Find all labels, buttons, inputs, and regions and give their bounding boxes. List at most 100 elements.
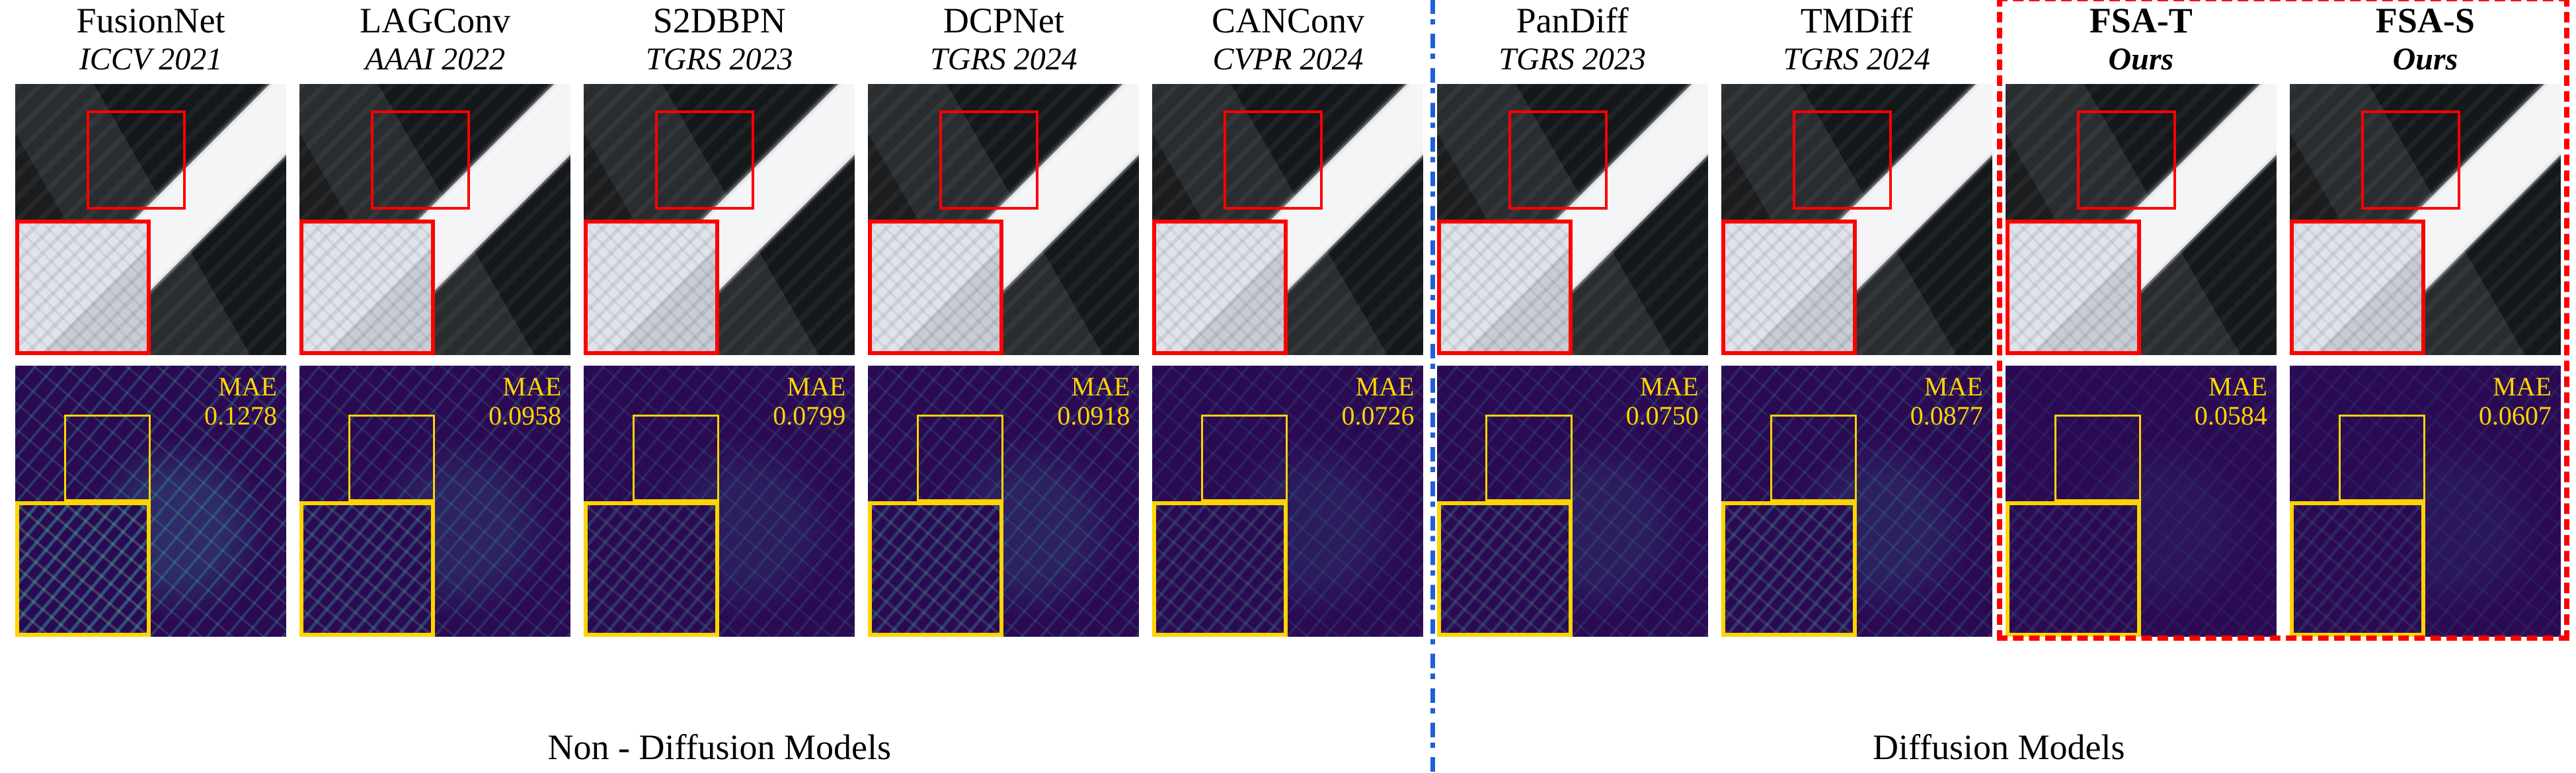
method-column: FusionNetICCV 2021 MAE0.1278	[13, 0, 288, 647]
error-roi-box	[633, 415, 719, 501]
error-map: MAE0.0584	[2006, 366, 2277, 637]
method-header: PanDiffTGRS 2023	[1499, 0, 1646, 84]
result-roi-box	[2361, 110, 2460, 210]
result-image	[1721, 84, 1992, 355]
error-map: MAE0.0726	[1152, 366, 1423, 637]
result-inset	[1152, 220, 1288, 355]
mae-label: MAE0.0750	[1626, 372, 1699, 430]
result-image	[1437, 84, 1708, 355]
error-roi-box	[2339, 415, 2425, 501]
method-venue: Ours	[2376, 41, 2475, 77]
method-header: S2DBPNTGRS 2023	[646, 0, 793, 84]
method-venue: CVPR 2024	[1212, 41, 1364, 77]
mae-label: MAE0.0958	[488, 372, 561, 430]
error-roi-box	[1770, 415, 1857, 501]
method-columns: FusionNetICCV 2021 MAE0.1278 LAGConvAAAI 2…	[0, 0, 2576, 647]
mae-label: MAE0.0918	[1057, 372, 1130, 430]
method-column: S2DBPNTGRS 2023 MAE0.0799	[582, 0, 857, 647]
mae-label: MAE0.0877	[1910, 372, 1983, 430]
result-inset	[1437, 220, 1573, 355]
result-image	[1152, 84, 1423, 355]
method-name: FSA-T	[2089, 0, 2193, 41]
group-divider	[1430, 0, 1435, 773]
error-roi-box	[2054, 415, 2141, 501]
mae-label: MAE0.0726	[1341, 372, 1414, 430]
error-inset	[1437, 501, 1573, 637]
group-labels-row: Non - Diffusion Models Diffusion Models	[0, 728, 2576, 768]
method-header: LAGConvAAAI 2022	[360, 0, 510, 84]
result-roi-box	[1508, 110, 1608, 210]
mae-label: MAE0.1278	[204, 372, 277, 430]
result-roi-box	[1224, 110, 1323, 210]
group-label-left: Non - Diffusion Models	[548, 727, 892, 768]
error-map: MAE0.0750	[1437, 366, 1708, 637]
result-inset	[584, 220, 719, 355]
result-image	[299, 84, 570, 355]
method-name: PanDiff	[1499, 0, 1646, 41]
method-header: FSA-TOurs	[2089, 0, 2193, 84]
method-header: CANConvCVPR 2024	[1212, 0, 1364, 84]
method-column: DCPNetTGRS 2024 MAE0.0918	[866, 0, 1141, 647]
method-header: FusionNetICCV 2021	[77, 0, 225, 84]
error-map: MAE0.1278	[15, 366, 286, 637]
method-name: DCPNet	[930, 0, 1077, 41]
error-inset	[2006, 501, 2141, 637]
error-map: MAE0.0958	[299, 366, 570, 637]
result-roi-box	[939, 110, 1038, 210]
method-venue: Ours	[2089, 41, 2193, 77]
error-inset	[299, 501, 435, 637]
result-inset	[15, 220, 151, 355]
error-roi-box	[1485, 415, 1572, 501]
method-venue: TGRS 2024	[1783, 41, 1930, 77]
group-label-right: Diffusion Models	[1873, 727, 2125, 768]
error-inset	[2290, 501, 2425, 637]
mae-label: MAE0.0607	[2479, 372, 2552, 430]
result-image	[2006, 84, 2277, 355]
method-venue: ICCV 2021	[77, 41, 225, 77]
result-roi-box	[655, 110, 754, 210]
result-inset	[2006, 220, 2141, 355]
method-column: FSA-SOurs MAE0.0607	[2288, 0, 2563, 647]
method-column: PanDiffTGRS 2023 MAE0.0750	[1435, 0, 1710, 647]
result-image	[15, 84, 286, 355]
result-roi-box	[2077, 110, 2176, 210]
error-map: MAE0.0918	[868, 366, 1139, 637]
method-venue: AAAI 2022	[360, 41, 510, 77]
method-venue: TGRS 2023	[1499, 41, 1646, 77]
method-column: TMDiffTGRS 2024 MAE0.0877	[1719, 0, 1994, 647]
error-map: MAE0.0799	[584, 366, 855, 637]
error-inset	[1721, 501, 1857, 637]
method-column: FSA-TOurs MAE0.0584	[2004, 0, 2279, 647]
method-name: CANConv	[1212, 0, 1364, 41]
method-name: FSA-S	[2376, 0, 2475, 41]
mae-label: MAE0.0799	[773, 372, 845, 430]
error-roi-box	[64, 415, 151, 501]
method-column: LAGConvAAAI 2022 MAE0.0958	[297, 0, 572, 647]
result-roi-box	[87, 110, 186, 210]
result-image	[584, 84, 855, 355]
result-roi-box	[1793, 110, 1892, 210]
error-inset	[868, 501, 1003, 637]
method-column: CANConvCVPR 2024 MAE0.0726	[1150, 0, 1425, 647]
error-roi-box	[1201, 415, 1288, 501]
mae-label: MAE0.0584	[2195, 372, 2267, 430]
method-name: LAGConv	[360, 0, 510, 41]
method-header: DCPNetTGRS 2024	[930, 0, 1077, 84]
error-roi-box	[917, 415, 1003, 501]
method-name: FusionNet	[77, 0, 225, 41]
comparison-figure: FusionNetICCV 2021 MAE0.1278 LAGConvAAAI 2…	[0, 0, 2576, 773]
result-inset	[1721, 220, 1857, 355]
method-name: TMDiff	[1783, 0, 1930, 41]
result-roi-box	[371, 110, 470, 210]
error-map: MAE0.0877	[1721, 366, 1992, 637]
method-venue: TGRS 2024	[930, 41, 1077, 77]
error-inset	[15, 501, 151, 637]
result-inset	[299, 220, 435, 355]
error-inset	[584, 501, 719, 637]
method-name: S2DBPN	[646, 0, 793, 41]
method-venue: TGRS 2023	[646, 41, 793, 77]
error-roi-box	[348, 415, 435, 501]
result-image	[2290, 84, 2561, 355]
result-image	[868, 84, 1139, 355]
method-header: FSA-SOurs	[2376, 0, 2475, 84]
